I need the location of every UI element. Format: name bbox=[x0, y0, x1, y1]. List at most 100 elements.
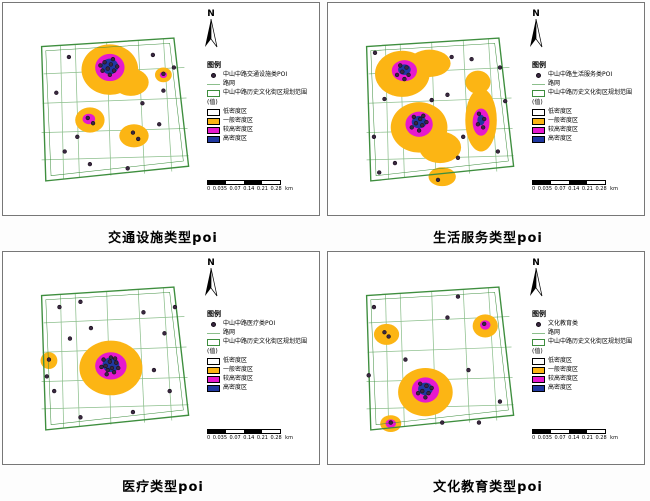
scale-label: 0.035 bbox=[212, 186, 228, 192]
legend-title: 图例 bbox=[532, 61, 546, 69]
planning-boundary bbox=[40, 286, 190, 431]
scale-label: 0 bbox=[207, 435, 211, 441]
north-label: N bbox=[207, 258, 215, 268]
general-density-swatch bbox=[207, 366, 220, 374]
panel-title-life-services: 生活服务类型poi bbox=[433, 231, 543, 246]
legend-poi-label: 中山中路交通设施类POI bbox=[223, 71, 288, 78]
legend-item-boundary: 中山中路历史文化街区规划范围 bbox=[532, 338, 644, 346]
legend-item-boundary: 中山中路历史文化街区规划范围 bbox=[207, 338, 319, 346]
legend-item-high: 高密度区 bbox=[532, 384, 644, 392]
higher-density-swatch bbox=[207, 375, 220, 383]
low-density-swatch bbox=[532, 108, 545, 116]
legend-item-low: 低密度区 bbox=[532, 357, 644, 365]
scale-label: 0.14 bbox=[243, 435, 255, 441]
high-density-label: 高密度区 bbox=[548, 135, 573, 142]
general-density-swatch bbox=[207, 117, 220, 125]
general-density-swatch bbox=[532, 366, 545, 374]
high-density-swatch bbox=[532, 384, 545, 392]
scale-label: 0.28 bbox=[270, 186, 282, 192]
figure-transport: N 图例 中山中路交通设施类POI 路网 中山中路历史文化街区规划范围 (值) bbox=[2, 2, 324, 246]
poi-points bbox=[371, 50, 508, 183]
north-arrow: N bbox=[201, 9, 221, 51]
road-line-icon bbox=[532, 81, 545, 88]
map-panel-medical: N 图例 中山中路医疗类POI 路网 中山中路历史文化街区规划范围 (值) bbox=[2, 251, 320, 465]
scale-unit: km bbox=[610, 435, 618, 441]
north-arrow: N bbox=[201, 258, 221, 300]
legend: 图例 文化教育类 路网 中山中路历史文化街区规划范围 (值) 低密度区 一般密度… bbox=[532, 310, 644, 393]
poi-dot-icon bbox=[207, 72, 220, 79]
north-label: N bbox=[207, 9, 215, 19]
legend-road-label: 路网 bbox=[548, 329, 561, 336]
map-panel-culture-education: N 图例 文化教育类 路网 中山中路历史文化街区规划范围 (值) bbox=[327, 251, 645, 465]
road-line-icon bbox=[207, 330, 220, 337]
legend-poi-label: 中山中路医疗类POI bbox=[223, 320, 276, 327]
scale-label: 0.07 bbox=[229, 435, 241, 441]
legend-road-label: 路网 bbox=[223, 80, 236, 87]
legend-item-poi: 文化教育类 bbox=[532, 320, 644, 328]
scale-segments bbox=[532, 429, 606, 434]
scale-label: 0.14 bbox=[568, 435, 580, 441]
higher-density-label: 较高密度区 bbox=[223, 126, 254, 133]
high-density-swatch bbox=[207, 384, 220, 392]
boundary-rect-icon bbox=[207, 89, 220, 97]
scale-bar: 0 0.035 0.07 0.14 0.21 0.28 km bbox=[532, 429, 642, 441]
scale-segments bbox=[207, 180, 281, 185]
scale-label: 0.14 bbox=[568, 186, 580, 192]
legend-boundary-label: 中山中路历史文化街区规划范围 bbox=[548, 89, 633, 96]
legend-title: 图例 bbox=[207, 61, 221, 69]
legend-item-higher: 较高密度区 bbox=[207, 126, 319, 134]
north-needle-icon bbox=[530, 19, 543, 48]
scale-label: 0.07 bbox=[229, 186, 241, 192]
legend-item-general: 一般密度区 bbox=[207, 366, 319, 374]
scale-label: 0.21 bbox=[581, 186, 593, 192]
legend-item-boundary: 中山中路历史文化街区规划范围 bbox=[207, 89, 319, 97]
scale-segments bbox=[532, 180, 606, 185]
legend-item-high: 高密度区 bbox=[207, 135, 319, 143]
high-density-label: 高密度区 bbox=[223, 384, 248, 391]
legend-item-higher: 较高密度区 bbox=[207, 375, 319, 383]
legend-title: 图例 bbox=[532, 310, 546, 318]
legend-item-high: 高密度区 bbox=[207, 384, 319, 392]
legend-item-road: 路网 bbox=[532, 80, 644, 88]
legend: 图例 中山中路交通设施类POI 路网 中山中路历史文化街区规划范围 (值) 低密… bbox=[207, 61, 319, 144]
north-needle-icon bbox=[530, 268, 543, 297]
legend-item-poi: 中山中路生活服务类POI bbox=[532, 71, 644, 79]
scale-label: 0.07 bbox=[554, 435, 566, 441]
figure-culture-education: N 图例 文化教育类 路网 中山中路历史文化街区规划范围 (值) bbox=[327, 251, 649, 495]
scale-bar: 0 0.035 0.07 0.14 0.21 0.28 km bbox=[532, 180, 642, 192]
legend-road-label: 路网 bbox=[548, 80, 561, 87]
legend-item-high: 高密度区 bbox=[532, 135, 644, 143]
density-general bbox=[40, 340, 143, 396]
scale-label: 0.21 bbox=[256, 435, 268, 441]
higher-density-swatch bbox=[207, 126, 220, 134]
legend-poi-label: 中山中路生活服务类POI bbox=[548, 71, 613, 78]
scale-label: 0 bbox=[532, 186, 536, 192]
boundary-rect-icon bbox=[532, 89, 545, 97]
legend-item-road: 路网 bbox=[532, 329, 644, 337]
map-canvas-culture-education bbox=[365, 286, 515, 433]
scale-label: 0.21 bbox=[581, 435, 593, 441]
planning-boundary bbox=[365, 37, 515, 182]
legend-item-low: 低密度区 bbox=[207, 108, 319, 116]
poi-dot-icon bbox=[207, 321, 220, 328]
map-canvas-life-services bbox=[365, 37, 515, 187]
boundary-rect-icon bbox=[532, 338, 545, 346]
legend-item-road: 路网 bbox=[207, 80, 319, 88]
poi-points bbox=[54, 52, 177, 171]
map-canvas-medical bbox=[40, 286, 190, 431]
scale-label: 0.035 bbox=[212, 435, 228, 441]
poi-dot-icon bbox=[532, 321, 545, 328]
high-density-swatch bbox=[207, 135, 220, 143]
legend-boundary-label: 中山中路历史文化街区规划范围 bbox=[223, 89, 308, 96]
low-density-label: 低密度区 bbox=[223, 108, 248, 115]
legend-item-road: 路网 bbox=[207, 329, 319, 337]
scale-segments bbox=[207, 429, 281, 434]
north-needle-icon bbox=[205, 19, 218, 48]
density-general bbox=[75, 44, 172, 148]
north-arrow: N bbox=[526, 9, 546, 51]
scale-unit: km bbox=[285, 435, 293, 441]
poi-points bbox=[44, 299, 178, 420]
planning-boundary bbox=[40, 37, 190, 182]
scale-labels: 0 0.035 0.07 0.14 0.21 0.28 km bbox=[207, 186, 293, 192]
density-general bbox=[373, 314, 498, 433]
